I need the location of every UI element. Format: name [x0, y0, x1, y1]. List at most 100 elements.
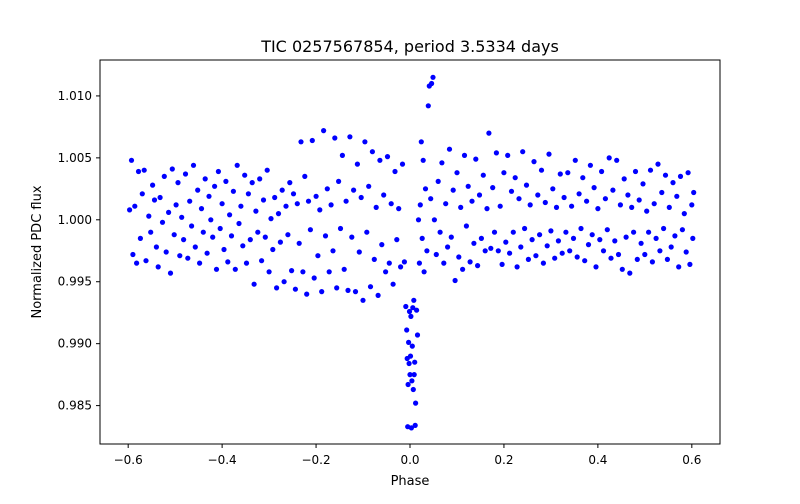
data-point [409, 343, 415, 349]
data-point [608, 255, 614, 261]
data-point [587, 162, 594, 168]
data-point [315, 253, 321, 259]
data-point [690, 235, 696, 241]
data-point [412, 359, 418, 365]
data-point [471, 240, 477, 246]
data-point [289, 268, 295, 274]
data-point [285, 232, 291, 238]
data-point [410, 386, 416, 393]
data-point [213, 266, 220, 272]
data-point [629, 204, 635, 210]
x-tick-label: −0.4 [208, 453, 237, 467]
data-point [251, 281, 257, 287]
data-point [151, 197, 158, 203]
data-point [362, 139, 368, 145]
data-point [668, 244, 674, 250]
data-point [441, 260, 447, 266]
data-point [332, 135, 338, 141]
data-point [321, 128, 327, 134]
data-point [311, 275, 317, 281]
data-point [589, 232, 595, 238]
data-point [281, 279, 287, 285]
data-point [177, 253, 183, 259]
data-point [309, 137, 315, 144]
data-point [249, 180, 255, 186]
data-point [544, 243, 550, 249]
data-point [166, 209, 172, 215]
data-point [347, 134, 353, 140]
data-point [499, 261, 505, 267]
data-point [495, 248, 501, 254]
data-point [339, 152, 345, 158]
data-point [394, 237, 400, 243]
data-point [197, 260, 203, 266]
data-point [155, 264, 161, 270]
data-point [324, 186, 330, 192]
data-point [512, 175, 518, 181]
data-point [179, 214, 185, 220]
data-point [134, 260, 140, 266]
data-point [537, 232, 543, 238]
data-point [674, 193, 680, 199]
data-point [508, 188, 515, 194]
data-point [563, 229, 569, 235]
data-point [595, 206, 601, 212]
data-point [411, 372, 417, 378]
data-point [245, 191, 251, 197]
data-point [369, 149, 375, 155]
data-point [565, 170, 571, 176]
data-point [569, 203, 575, 209]
data-point [230, 188, 236, 194]
data-point [192, 244, 198, 250]
data-point [576, 191, 582, 197]
data-point [259, 258, 265, 264]
data-point [413, 400, 419, 406]
x-tick-label: 0.2 [494, 453, 513, 467]
data-point [463, 223, 469, 229]
data-point [298, 139, 304, 145]
y-tick-label: 1.010 [58, 89, 92, 103]
data-point [405, 381, 411, 388]
data-point [132, 203, 138, 209]
data-point [198, 206, 205, 212]
data-point [146, 213, 152, 219]
data-point [195, 187, 201, 193]
data-point [482, 248, 488, 254]
data-point [542, 199, 548, 206]
data-point [503, 239, 509, 245]
data-point [215, 168, 221, 175]
data-point [190, 162, 197, 168]
data-point [507, 250, 513, 256]
data-point [173, 202, 179, 208]
data-point [584, 198, 590, 204]
data-point [486, 130, 492, 136]
data-point [381, 192, 387, 198]
data-point [634, 256, 640, 262]
y-tick-label: 0.985 [58, 399, 92, 413]
data-point [150, 182, 156, 188]
data-point [386, 260, 392, 266]
data-point [632, 168, 639, 175]
data-point [672, 233, 678, 239]
data-point [221, 246, 227, 253]
x-tick-label: 0.0 [400, 453, 419, 467]
data-point [349, 234, 355, 240]
data-point [210, 234, 216, 240]
data-point [516, 196, 522, 202]
data-point [388, 201, 394, 207]
data-point [683, 249, 689, 255]
data-point [159, 219, 166, 225]
data-point [181, 237, 187, 243]
data-point [419, 235, 425, 241]
data-point [428, 196, 434, 202]
data-point [232, 266, 238, 272]
data-point [383, 269, 389, 275]
data-point [287, 180, 293, 186]
data-point [171, 232, 177, 238]
data-point [612, 238, 618, 244]
data-point [557, 171, 563, 177]
data-point [523, 182, 530, 188]
data-point [552, 255, 558, 261]
data-point [157, 194, 163, 201]
